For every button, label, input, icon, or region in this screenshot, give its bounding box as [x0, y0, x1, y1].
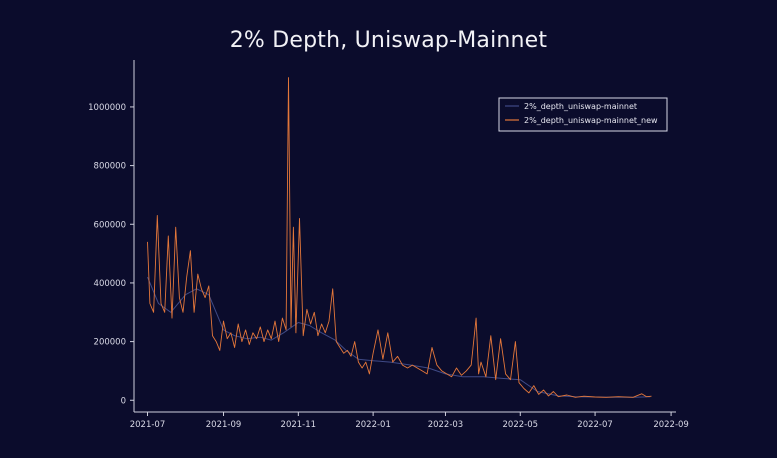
- x-tick-label: 2022-07: [577, 420, 613, 430]
- legend: 2%_depth_uniswap-mainnet 2%_depth_uniswa…: [498, 97, 668, 132]
- y-ticks: 0 200000 400000 600000 800000 1000000: [88, 103, 134, 406]
- y-tick-label: 0: [121, 396, 126, 406]
- x-tick-label: 2021-11: [281, 420, 317, 430]
- x-tick-label: 2021-09: [206, 420, 242, 430]
- x-tick-label: 2022-01: [355, 420, 391, 430]
- y-tick-label: 200000: [94, 338, 126, 348]
- chart-title: 2% Depth, Uniswap-Mainnet: [229, 28, 548, 53]
- y-tick-label: 600000: [94, 220, 126, 230]
- x-ticks: 2021-07 2021-09 2021-11 2022-01 2022-03 2022-…: [130, 412, 689, 430]
- series-line-1: [147, 77, 652, 398]
- legend-label-1: 2%_depth_uniswap-mainnet_new: [524, 116, 658, 125]
- x-tick-label: 2022-03: [428, 420, 464, 430]
- y-tick-label: 400000: [94, 279, 126, 289]
- x-tick-label: 2021-07: [130, 420, 166, 430]
- y-tick-label: 1000000: [88, 103, 126, 113]
- legend-label-0: 2%_depth_uniswap-mainnet: [524, 102, 637, 111]
- axes: [133, 60, 676, 413]
- y-tick-label: 800000: [94, 162, 126, 172]
- x-tick-label: 2022-09: [653, 420, 689, 430]
- legend-box: [498, 97, 668, 132]
- series-lines: [147, 77, 652, 398]
- series-line-0: [147, 276, 651, 398]
- x-tick-label: 2022-05: [503, 420, 539, 430]
